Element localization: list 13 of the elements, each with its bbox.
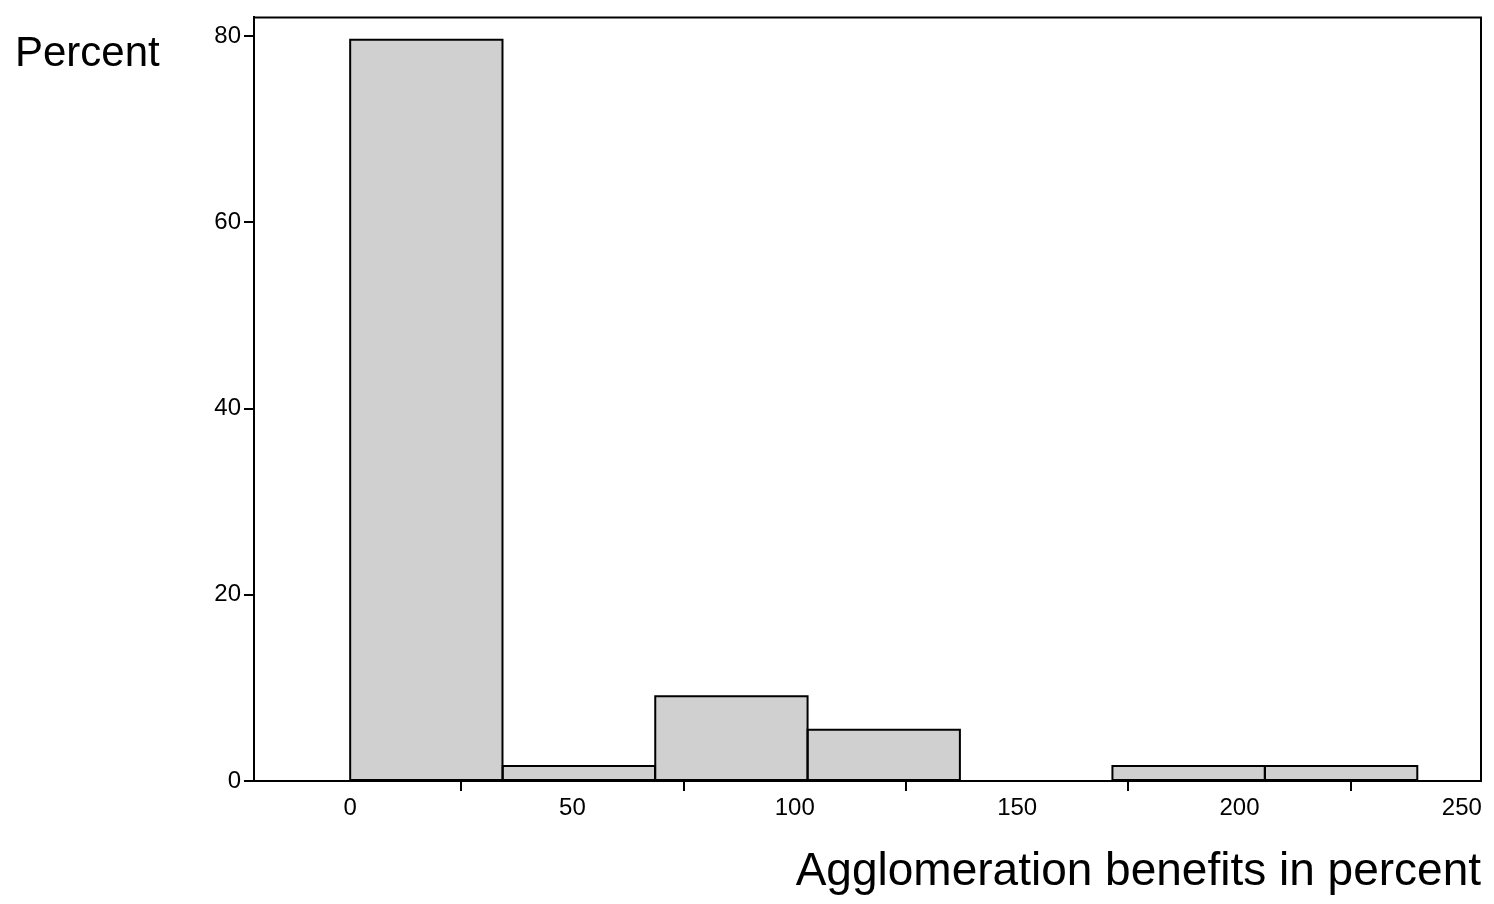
x-tick-label: 200 xyxy=(1219,793,1260,821)
x-tick-label: 0 xyxy=(343,793,357,821)
x-tick-label: 150 xyxy=(997,793,1038,821)
x-axis-title: Agglomeration benefits in percent xyxy=(795,843,1482,896)
y-tick-label: 0 xyxy=(227,765,241,793)
y-axis-title: Percent xyxy=(15,28,160,76)
y-tick-label: 80 xyxy=(214,20,241,48)
x-tick-label: 100 xyxy=(774,793,815,821)
y-tick-label: 60 xyxy=(214,206,241,234)
y-tick-label: 40 xyxy=(214,393,241,421)
x-tick-label: 50 xyxy=(559,793,586,821)
y-tick-label: 20 xyxy=(214,579,241,607)
x-tick-label: 250 xyxy=(1441,793,1482,821)
